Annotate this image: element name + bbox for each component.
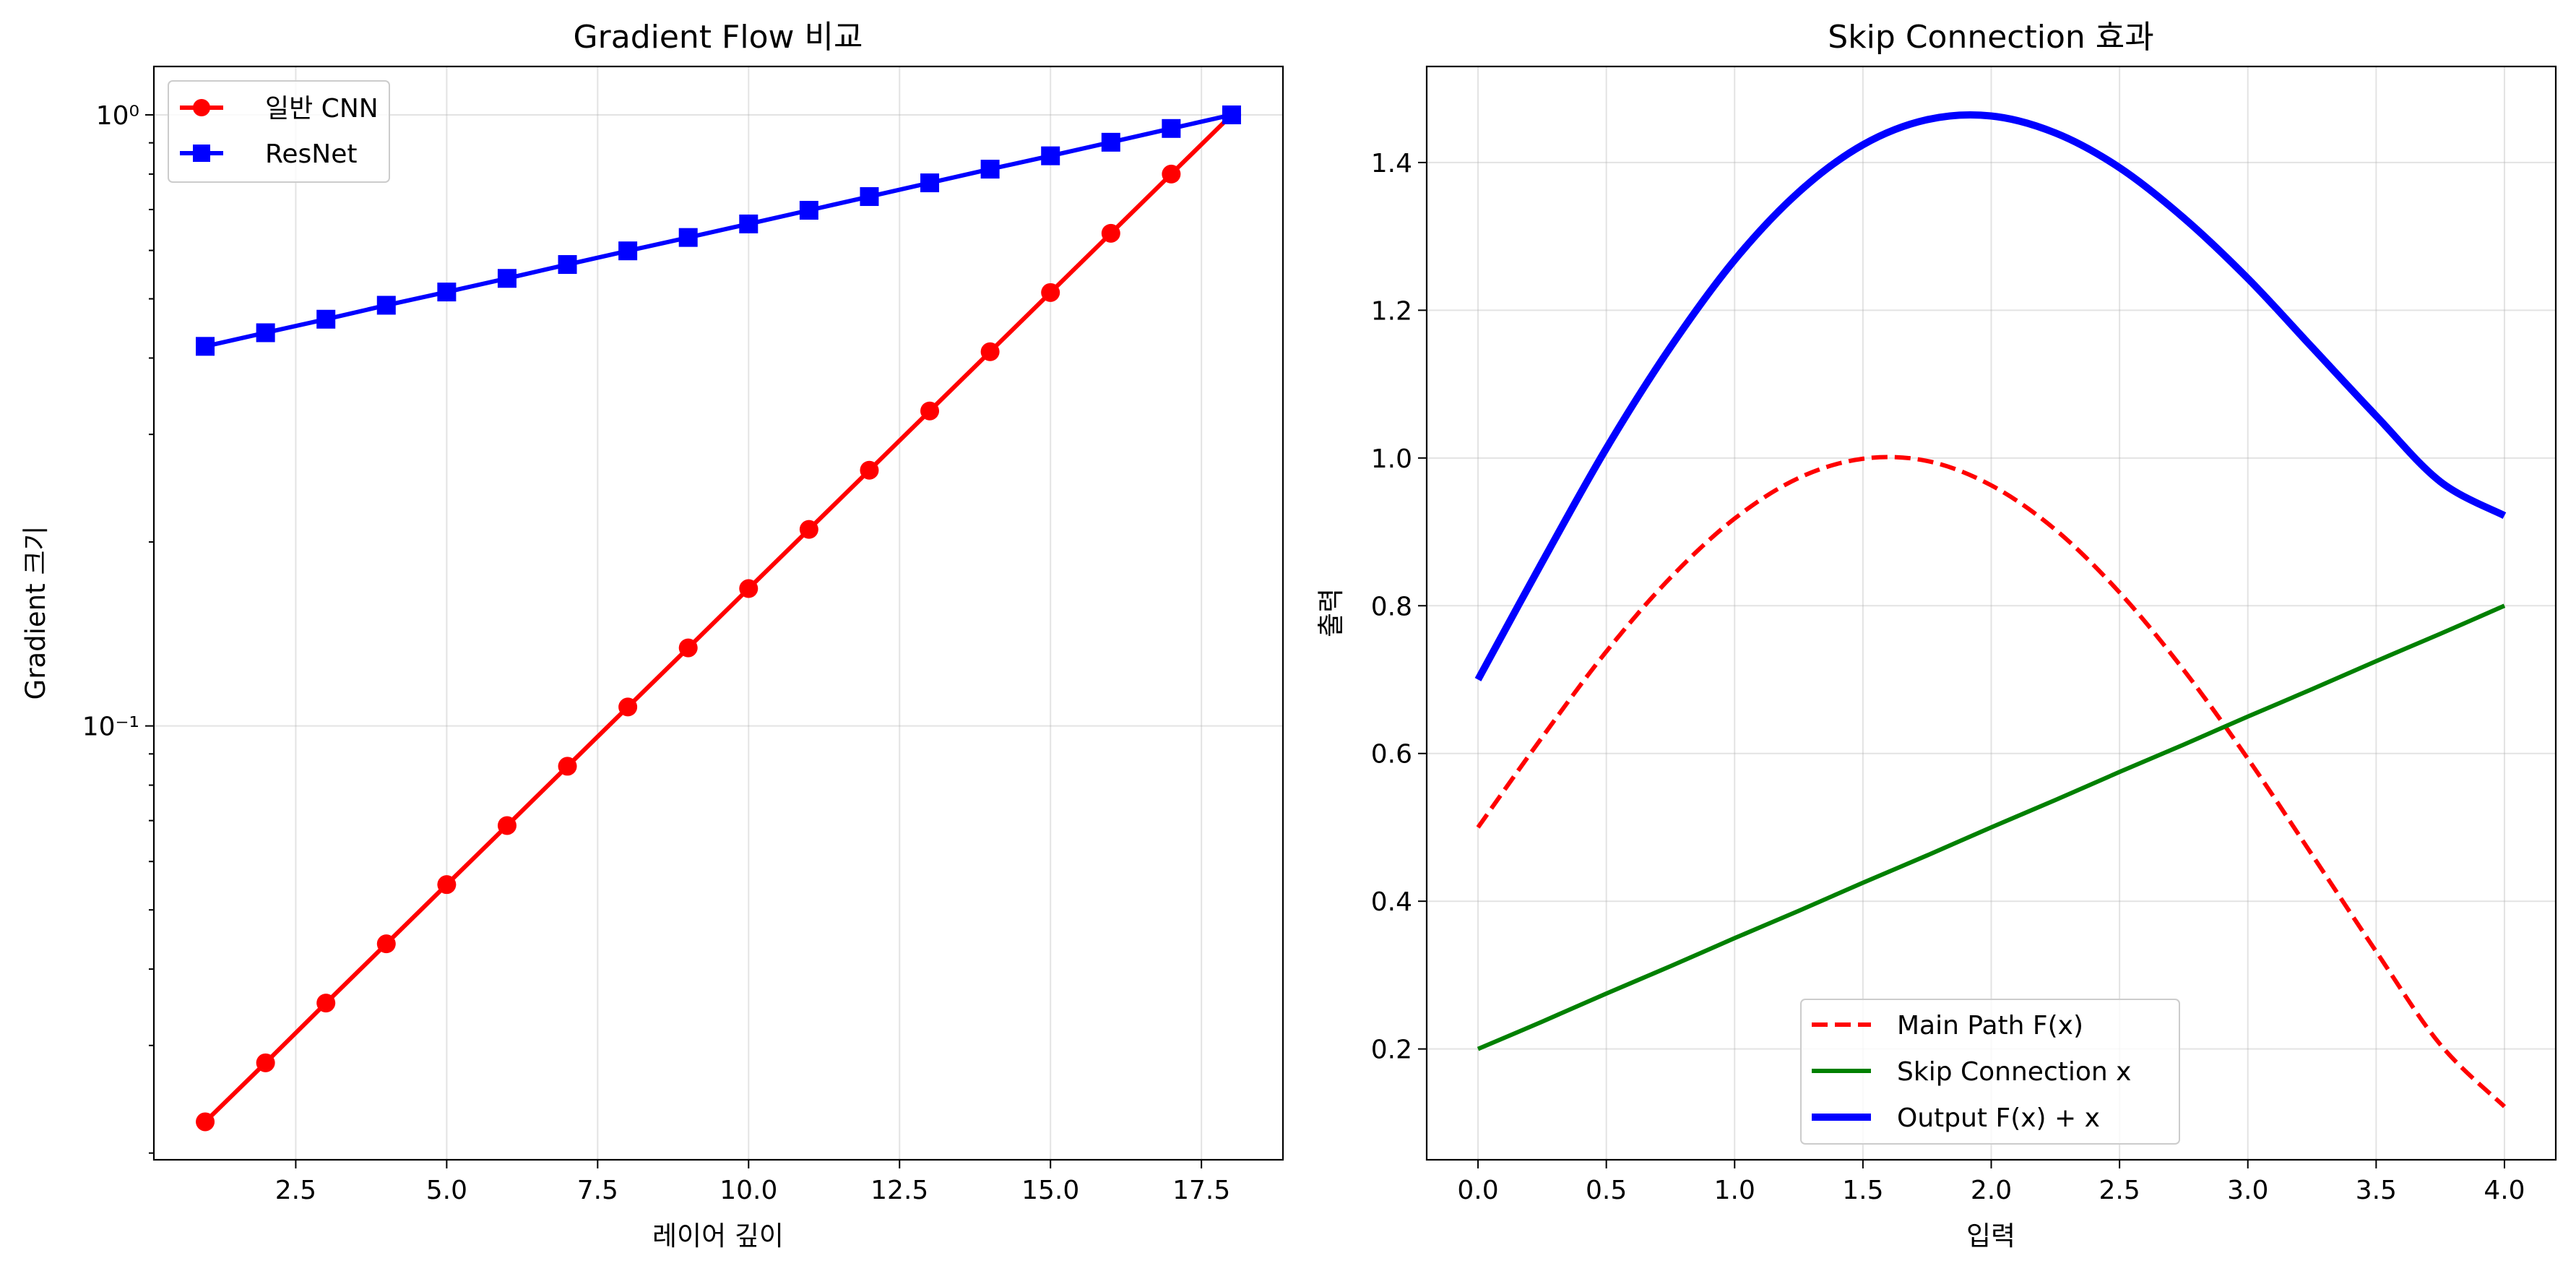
resnet-marker <box>739 214 758 233</box>
resnet-line <box>204 113 1232 349</box>
x-tick-label: 3.0 <box>2227 1176 2268 1205</box>
y-tick-label: 10⁻¹ <box>82 712 139 742</box>
legend-label-skip: Skip Connection x <box>1897 1057 2131 1087</box>
cnn-marker <box>558 757 577 776</box>
y-tick-label: 10⁰ <box>96 101 139 131</box>
legend-marker-resnet <box>193 145 210 162</box>
x-tick-label: 0.0 <box>1457 1176 1498 1205</box>
cnn-marker <box>437 875 457 895</box>
legend-marker-cnn <box>193 99 210 116</box>
cnn-marker <box>376 934 396 954</box>
skip-connection-panel: 0.0 0.5 1.0 1.5 2.0 2.5 3.0 3.5 4.0 0.2 0.4 0.6 0.8 1… <box>1315 19 2557 1252</box>
x-tick-label: 10.0 <box>719 1176 777 1205</box>
x-tick-label: 3.5 <box>2356 1176 2397 1205</box>
x-tick-label: 2.5 <box>2099 1176 2140 1205</box>
y-tick-label: 0.6 <box>1371 740 1412 770</box>
legend-frame <box>168 80 390 183</box>
gradient-flow-panel: 2.5 5.0 7.5 10.0 12.5 15.0 17.5 10⁻¹ 10⁰ Gradien… <box>20 19 1284 1252</box>
cnn-marker <box>920 401 940 421</box>
cnn-marker <box>980 342 1000 361</box>
resnet-marker <box>1041 146 1060 165</box>
cnn-marker <box>739 579 758 598</box>
resnet-marker <box>799 201 818 220</box>
chart-title: Skip Connection 효과 <box>1828 19 2153 56</box>
resnet-marker <box>196 337 215 356</box>
plot-frame <box>1425 65 2557 1161</box>
cnn-marker <box>1041 283 1060 302</box>
main-path-line <box>1476 455 2507 1108</box>
legend-frame <box>1800 999 2180 1145</box>
legend-label-cnn: 일반 CNN <box>265 94 379 124</box>
x-tick-label: 2.0 <box>1971 1176 2012 1205</box>
y-tick-label: 1.4 <box>1371 149 1412 178</box>
cnn-marker <box>256 1053 275 1072</box>
y-tick-label: 0.4 <box>1371 887 1412 917</box>
cnn-marker <box>678 638 698 658</box>
x-tick-label: 4.0 <box>2484 1176 2525 1205</box>
resnet-marker <box>980 160 1000 179</box>
resnet-marker <box>497 269 517 288</box>
cnn-marker <box>799 520 818 539</box>
legend-label-main-path: Main Path F(x) <box>1897 1011 2083 1041</box>
x-tick-label: 0.5 <box>1586 1176 1627 1205</box>
resnet-marker <box>618 241 638 261</box>
y-tick-label: 1.0 <box>1371 444 1412 474</box>
resnet-marker <box>437 283 457 302</box>
resnet-marker <box>316 309 336 329</box>
x-tick-label: 12.5 <box>870 1176 928 1205</box>
cnn-line <box>203 113 1234 1124</box>
skip-connection-line <box>1477 603 2506 1051</box>
cnn-marker <box>497 816 517 835</box>
x-tick-label: 17.5 <box>1172 1176 1230 1205</box>
cnn-marker <box>1101 223 1120 243</box>
resnet-marker <box>678 228 698 247</box>
cnn-marker <box>196 1112 215 1132</box>
cnn-marker <box>618 697 638 717</box>
cnn-marker <box>316 994 336 1013</box>
chart-title: Gradient Flow 비교 <box>574 19 863 56</box>
resnet-marker <box>558 255 577 275</box>
resnet-marker <box>256 323 275 343</box>
x-tick-label: 1.5 <box>1842 1176 1883 1205</box>
x-tick-label: 1.0 <box>1714 1176 1755 1205</box>
resnet-marker <box>376 296 396 315</box>
y-tick-label: 1.2 <box>1371 296 1412 326</box>
cnn-marker <box>1162 164 1181 184</box>
x-axis-label: 입력 <box>1966 1220 2015 1252</box>
x-tick-label: 15.0 <box>1021 1176 1079 1205</box>
cnn-marker <box>860 460 879 480</box>
y-tick-label: 0.2 <box>1371 1035 1412 1065</box>
legend: Main Path F(x) Skip Connection x Output … <box>1800 999 2180 1145</box>
resnet-marker <box>860 187 879 207</box>
x-tick-label: 2.5 <box>275 1176 316 1205</box>
x-axis-label: 레이어 깊이 <box>652 1220 784 1252</box>
x-tick-label: 7.5 <box>577 1176 618 1205</box>
legend-label-resnet: ResNet <box>265 139 358 169</box>
resnet-marker <box>1222 105 1241 124</box>
resnet-marker <box>1101 132 1120 152</box>
legend-label-output: Output F(x) + x <box>1897 1103 2100 1133</box>
y-axis-label: Gradient 크기 <box>20 526 51 700</box>
y-axis-label: 출력 <box>1315 588 1347 637</box>
x-tick-label: 5.0 <box>426 1176 467 1205</box>
y-tick-label: 0.8 <box>1371 592 1412 621</box>
plot-frame <box>152 65 1284 1161</box>
resnet-marker <box>920 173 940 193</box>
legend: 일반 CNN ResNet <box>168 80 390 183</box>
output-line <box>1474 111 2507 681</box>
resnet-marker <box>1162 119 1181 138</box>
